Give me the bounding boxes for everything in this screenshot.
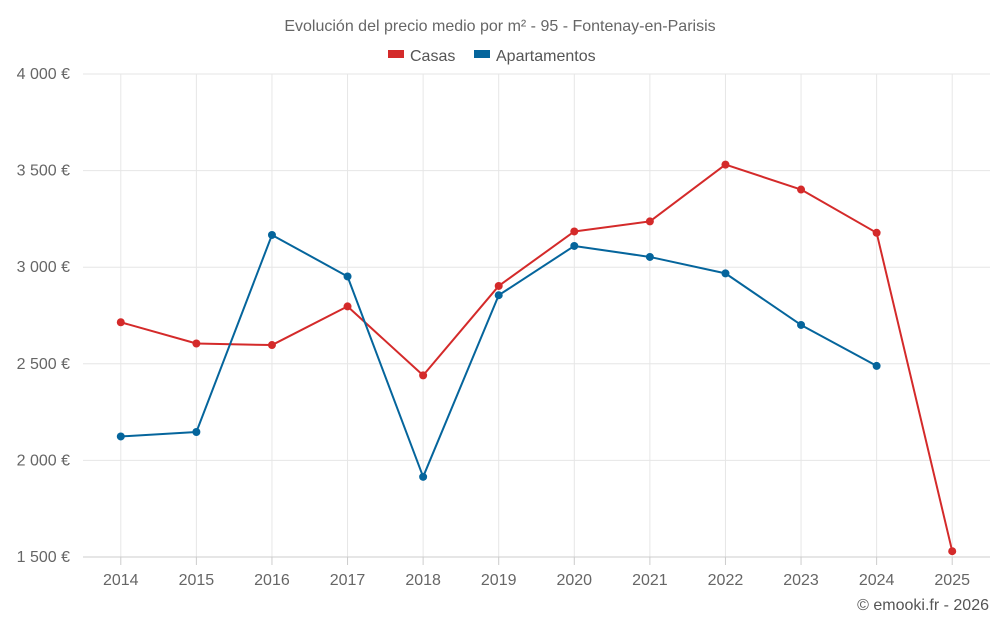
series-apartamentos (116, 230, 881, 481)
series-casas (116, 160, 957, 556)
legend-label-apartamentos: Apartamentos (496, 48, 596, 65)
x-tick-label: 2025 (934, 572, 970, 589)
x-tick-label: 2021 (632, 572, 668, 589)
data-point-casas-2022[interactable] (721, 160, 730, 169)
data-point-apartamentos-2021[interactable] (645, 252, 654, 261)
y-tick-label: 4 000 € (17, 66, 70, 83)
data-point-apartamentos-2019[interactable] (494, 291, 503, 300)
y-tick-label: 2 500 € (17, 356, 70, 373)
y-tick-label: 2 000 € (17, 452, 70, 469)
legend-swatch-apartamentos (474, 50, 490, 58)
data-point-apartamentos-2014[interactable] (116, 432, 125, 441)
y-axis: 1 500 € 2 000 € 2 500 € 3 000 € 3 500 € 4 000… (17, 66, 70, 566)
data-point-apartamentos-2022[interactable] (721, 269, 730, 278)
legend-item-apartamentos[interactable]: Apartamentos (474, 48, 596, 65)
series-line-casas (119, 163, 954, 553)
x-tick-label: 2014 (103, 572, 139, 589)
y-tick-label: 3 000 € (17, 259, 70, 276)
data-point-casas-2024[interactable] (872, 228, 881, 237)
data-point-casas-2018[interactable] (419, 371, 428, 380)
x-tick-label: 2020 (556, 572, 592, 589)
series (116, 160, 957, 556)
data-point-casas-2014[interactable] (116, 318, 125, 327)
data-point-apartamentos-2016[interactable] (267, 230, 276, 239)
data-point-apartamentos-2015[interactable] (192, 428, 201, 436)
legend-swatch-casas (388, 50, 404, 58)
data-point-apartamentos-2018[interactable] (419, 472, 428, 481)
data-point-apartamentos-2020[interactable] (570, 241, 579, 250)
data-point-casas-2015[interactable] (192, 339, 201, 348)
x-tick-label: 2024 (859, 572, 895, 589)
x-tick-label: 2022 (708, 572, 744, 589)
legend-item-casas[interactable]: Casas (388, 48, 455, 65)
y-tick-label: 3 500 € (17, 163, 70, 180)
data-point-casas-2017[interactable] (343, 302, 352, 311)
data-point-casas-2019[interactable] (494, 281, 503, 290)
data-point-apartamentos-2024[interactable] (872, 361, 881, 370)
x-tick-label: 2016 (254, 572, 290, 589)
x-tick-label: 2023 (783, 572, 819, 589)
chart-title: Evolución del precio medio por m² - 95 -… (284, 18, 715, 35)
data-point-casas-2016[interactable] (267, 341, 276, 350)
data-point-casas-2021[interactable] (645, 217, 654, 226)
data-point-apartamentos-2017[interactable] (343, 272, 352, 281)
legend: Casas Apartamentos (388, 48, 596, 65)
x-tick-label: 2015 (179, 572, 215, 589)
x-tick-label: 2018 (405, 572, 441, 589)
data-point-casas-2025[interactable] (948, 547, 957, 556)
legend-label-casas: Casas (410, 48, 455, 65)
data-point-casas-2020[interactable] (570, 227, 579, 236)
x-axis: 2014 2015 2016 2017 2018 2019 2020 2021 2022 2023… (83, 556, 990, 589)
x-tick-label: 2019 (481, 572, 517, 589)
data-point-casas-2023[interactable] (797, 185, 806, 194)
grid (83, 73, 990, 557)
y-tick-label: 1 500 € (17, 549, 70, 566)
data-point-apartamentos-2023[interactable] (797, 320, 806, 329)
x-tick-label: 2017 (330, 572, 366, 589)
credit-text: © emooki.fr - 2026 (857, 597, 989, 614)
